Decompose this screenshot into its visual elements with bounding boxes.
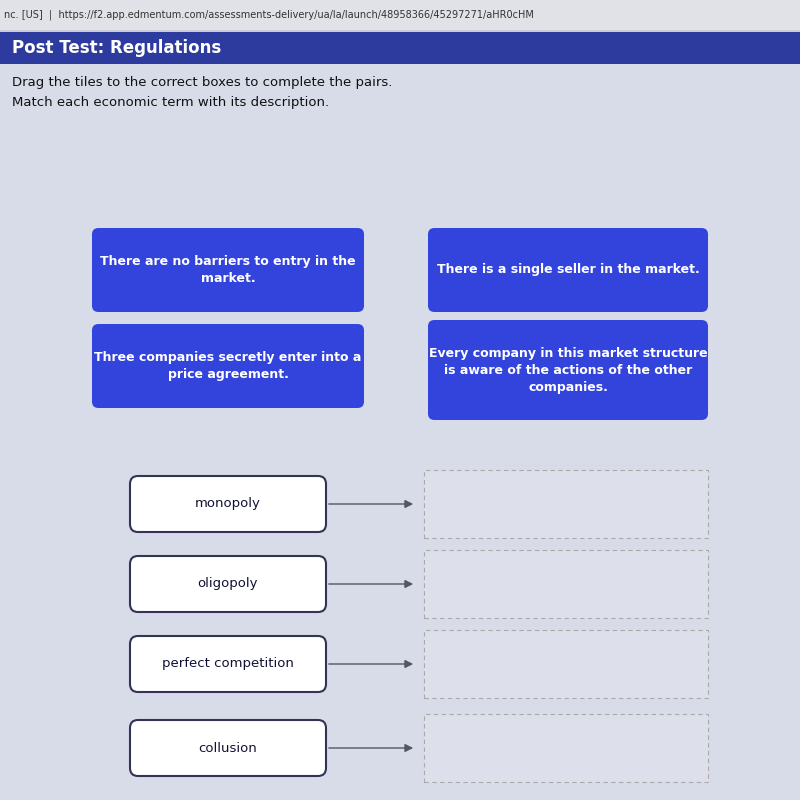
Text: oligopoly: oligopoly [198, 578, 258, 590]
Text: Match each economic term with its description.: Match each economic term with its descri… [12, 96, 329, 109]
FancyBboxPatch shape [428, 320, 708, 420]
Text: Three companies secretly enter into a
price agreement.: Three companies secretly enter into a pr… [94, 351, 362, 381]
FancyBboxPatch shape [424, 550, 708, 618]
Text: collusion: collusion [198, 742, 258, 754]
FancyBboxPatch shape [424, 470, 708, 538]
FancyBboxPatch shape [130, 720, 326, 776]
FancyBboxPatch shape [130, 556, 326, 612]
FancyBboxPatch shape [428, 228, 708, 312]
FancyBboxPatch shape [0, 64, 800, 800]
FancyBboxPatch shape [130, 636, 326, 692]
FancyBboxPatch shape [424, 630, 708, 698]
FancyBboxPatch shape [0, 0, 800, 30]
Text: Every company in this market structure
is aware of the actions of the other
comp: Every company in this market structure i… [429, 346, 707, 394]
Text: Drag the tiles to the correct boxes to complete the pairs.: Drag the tiles to the correct boxes to c… [12, 76, 392, 89]
FancyBboxPatch shape [424, 714, 708, 782]
Text: There are no barriers to entry in the
market.: There are no barriers to entry in the ma… [100, 255, 356, 285]
Text: monopoly: monopoly [195, 498, 261, 510]
Text: There is a single seller in the market.: There is a single seller in the market. [437, 263, 699, 277]
FancyBboxPatch shape [92, 324, 364, 408]
FancyBboxPatch shape [130, 476, 326, 532]
FancyBboxPatch shape [92, 228, 364, 312]
Text: Post Test: Regulations: Post Test: Regulations [12, 39, 222, 57]
FancyBboxPatch shape [0, 32, 800, 64]
Text: nc. [US]  |  https://f2.app.edmentum.com/assessments-delivery/ua/la/launch/48958: nc. [US] | https://f2.app.edmentum.com/a… [4, 10, 534, 21]
Text: perfect competition: perfect competition [162, 658, 294, 670]
